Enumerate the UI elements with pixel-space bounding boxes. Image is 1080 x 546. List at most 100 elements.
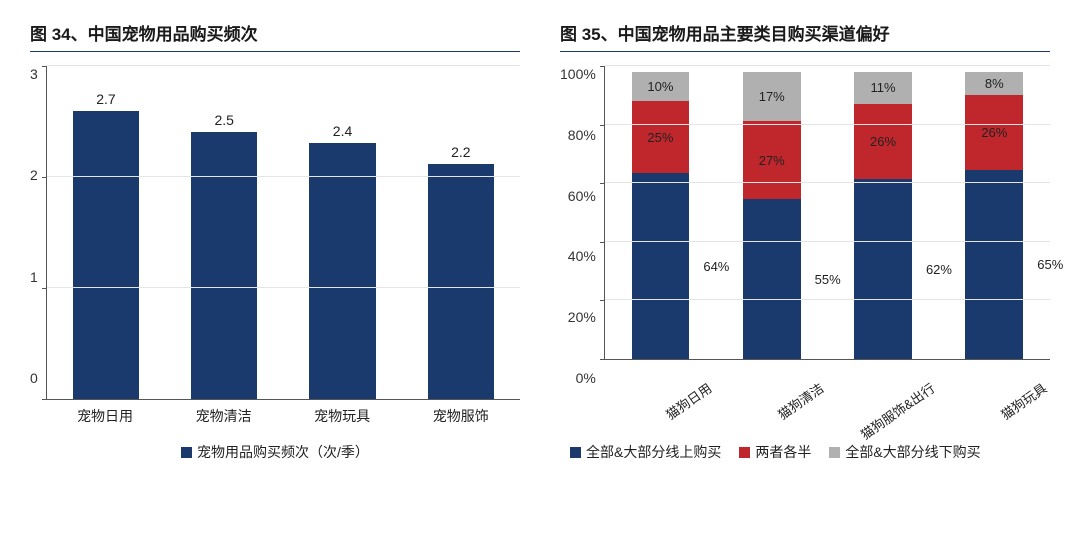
legend-swatch: [181, 447, 192, 458]
bar-value-label: 2.4: [333, 123, 352, 139]
stacked-bar: 64% 25% 10%: [632, 69, 690, 359]
x-label: 猫狗服饰&出行: [854, 378, 962, 478]
bar-slot: 2.2: [414, 144, 509, 399]
x-label: 猫狗玩具: [966, 378, 1074, 478]
left-x-labels: 宠物日用 宠物清洁 宠物玩具 宠物服饰: [46, 406, 520, 426]
y-tick-mark: [42, 177, 47, 178]
stacked-bar-slot: 65% 26% 8%: [950, 66, 1039, 359]
ytick: 60%: [568, 188, 596, 204]
x-label: 宠物玩具: [314, 406, 370, 426]
y-tick-mark: [600, 242, 605, 243]
legend-swatch: [829, 447, 840, 458]
segment-label: 10%: [647, 79, 673, 94]
stacked-bar-slot: 55% 27% 17%: [727, 66, 816, 359]
legend-swatch: [739, 447, 750, 458]
stacked-bar: 62%26%11%: [854, 69, 912, 359]
segment-label: 17%: [759, 89, 785, 104]
gridline: [605, 241, 1050, 242]
right-y-axis: 100% 80% 60% 40% 20% 0%: [560, 66, 604, 386]
segment-label: 62%: [926, 262, 952, 277]
left-y-axis: 3 2 1 0: [30, 66, 46, 386]
y-tick-mark: [600, 359, 605, 360]
gridline: [605, 124, 1050, 125]
y-tick-mark: [42, 66, 47, 67]
left-legend: 宠物用品购买频次（次/季）: [30, 442, 520, 462]
y-tick-mark: [42, 288, 47, 289]
y-tick-mark: [600, 300, 605, 301]
segment-label: 25%: [647, 130, 673, 145]
bar-segment: 17%: [743, 72, 801, 121]
legend-label: 宠物用品购买频次（次/季）: [197, 442, 369, 462]
x-label: 宠物服饰: [433, 406, 489, 426]
bar-segment: 10%: [632, 72, 690, 101]
gridline: [47, 176, 520, 177]
gridline: [605, 299, 1050, 300]
bar-segment: 62%: [854, 179, 912, 359]
bar-segment: 11%: [854, 72, 912, 104]
left-chart-area: 3 2 1 0 2.7 2.5 2.4 2.2 宠物日用 宠物清洁 宠物玩具 宠物服饰: [30, 66, 520, 426]
bar-slot: 2.5: [177, 112, 272, 399]
gridline: [605, 65, 1050, 66]
ytick: 2: [30, 167, 38, 183]
legend-swatch: [570, 447, 581, 458]
segment-label: 26%: [981, 125, 1007, 140]
ytick: 0: [30, 370, 38, 386]
stacked-bar: 55% 27% 17%: [743, 69, 801, 359]
bar: [191, 132, 257, 399]
bar: [309, 143, 375, 399]
left-plot: 2.7 2.5 2.4 2.2: [46, 66, 520, 400]
y-tick-mark: [600, 66, 605, 67]
segment-label: 65%: [1037, 257, 1063, 272]
ytick: 1: [30, 269, 38, 285]
ytick: 3: [30, 66, 38, 82]
stacked-bar-slot: 62%26%11%: [839, 66, 928, 359]
bar-value-label: 2.5: [215, 112, 234, 128]
bar-segment: 26%: [854, 104, 912, 179]
bar-slot: 2.7: [59, 91, 154, 399]
gridline: [47, 65, 520, 66]
gridline: [605, 182, 1050, 183]
segment-label: 8%: [985, 76, 1004, 91]
bar-segment: 26%: [965, 95, 1023, 170]
gridline: [47, 287, 520, 288]
bar: [428, 164, 494, 399]
ytick: 20%: [568, 309, 596, 325]
stacked-bar: 65% 26% 8%: [965, 69, 1023, 359]
segment-label: 64%: [703, 259, 729, 274]
right-chart-panel: 图 35、中国宠物用品主要类目购买渠道偏好 100% 80% 60% 40% 20% 0%…: [560, 20, 1050, 462]
ytick: 40%: [568, 248, 596, 264]
bar: [73, 111, 139, 399]
ytick: 80%: [568, 127, 596, 143]
bar-value-label: 2.7: [96, 91, 115, 107]
right-plot: 64%25%10%55%27%17%62%26%11%65%26%8%: [604, 66, 1050, 360]
ytick: 0%: [576, 370, 596, 386]
left-chart-panel: 图 34、中国宠物用品购买频次 3 2 1 0 2.7 2.5 2.4 2.2 宠物日…: [30, 20, 520, 462]
y-tick-mark: [600, 183, 605, 184]
right-chart-area: 100% 80% 60% 40% 20% 0% 64% 25% 10% 55% 27% 17% 62%…: [560, 66, 1050, 426]
bar-segment: 27%: [743, 121, 801, 199]
bar-slot: 2.4: [295, 123, 390, 399]
bar-segment: 8%: [965, 72, 1023, 95]
charts-row: 图 34、中国宠物用品购买频次 3 2 1 0 2.7 2.5 2.4 2.2 宠物日…: [30, 20, 1050, 462]
bar-segment: 55%: [743, 199, 801, 359]
right-bars: 64%25%10%55%27%17%62%26%11%65%26%8%: [605, 66, 1050, 359]
bar-value-label: 2.2: [451, 144, 470, 160]
right-chart-title: 图 35、中国宠物用品主要类目购买渠道偏好: [560, 20, 1050, 52]
x-label: 宠物日用: [77, 406, 133, 426]
ytick: 100%: [560, 66, 596, 82]
y-tick-mark: [42, 399, 47, 400]
x-label: 猫狗清洁: [743, 378, 851, 478]
bar-segment: 25%: [632, 101, 690, 174]
right-x-labels: 猫狗日用猫狗清洁猫狗服饰&出行猫狗玩具: [604, 366, 1050, 426]
segment-label: 55%: [815, 272, 841, 287]
left-bars: 2.7 2.5 2.4 2.2: [47, 66, 520, 399]
x-label: 猫狗日用: [631, 378, 739, 478]
bar-segment: 64%: [632, 173, 690, 359]
bar-segment: 65%: [965, 170, 1023, 359]
stacked-bar-slot: 64% 25% 10%: [616, 66, 705, 359]
left-chart-title: 图 34、中国宠物用品购买频次: [30, 20, 520, 52]
segment-label: 27%: [759, 153, 785, 168]
x-label: 宠物清洁: [196, 406, 252, 426]
y-tick-mark: [600, 125, 605, 126]
legend-item: 宠物用品购买频次（次/季）: [181, 442, 369, 462]
